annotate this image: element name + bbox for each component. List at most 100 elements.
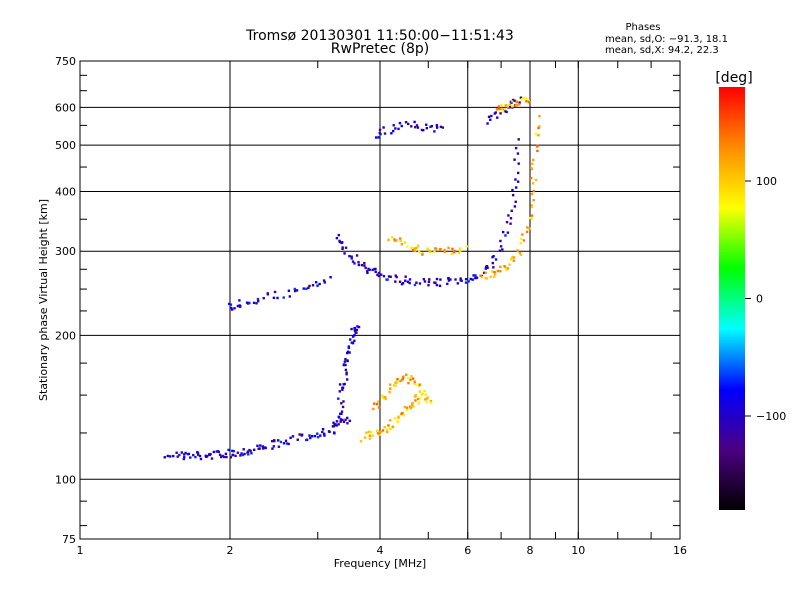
data-point — [414, 399, 417, 402]
data-point — [374, 270, 377, 274]
data-point — [435, 283, 439, 287]
data-point — [381, 396, 385, 400]
data-point — [333, 423, 337, 426]
data-point — [196, 453, 200, 456]
data-point — [398, 121, 402, 125]
data-point — [449, 278, 452, 281]
y-tick-label: 200 — [55, 329, 76, 342]
data-point — [194, 455, 197, 459]
data-point — [371, 434, 374, 437]
data-point — [518, 103, 521, 106]
data-point — [321, 428, 325, 431]
data-point — [279, 440, 283, 444]
data-point — [396, 420, 399, 423]
data-point — [246, 451, 249, 455]
data-point — [424, 393, 428, 396]
data-point — [258, 447, 261, 450]
data-point — [238, 305, 242, 309]
data-point — [367, 430, 371, 434]
data-point — [207, 453, 211, 456]
data-point — [166, 454, 169, 458]
data-point — [248, 301, 251, 305]
x-axis-label: Frequency [MHz] — [334, 557, 426, 570]
data-point — [530, 217, 533, 220]
chart-title: Tromsø 20130301 11:50:00−11:51:43 — [245, 28, 514, 44]
data-point — [388, 390, 391, 393]
data-point — [374, 136, 378, 139]
data-point — [340, 402, 343, 405]
data-point — [417, 400, 420, 404]
data-point — [311, 284, 315, 287]
data-point — [339, 420, 342, 423]
data-point — [233, 307, 236, 310]
x-tick-label: 8 — [527, 544, 534, 557]
data-point — [316, 284, 319, 287]
data-point — [337, 423, 340, 426]
data-point — [393, 417, 397, 420]
data-point — [514, 146, 518, 150]
data-point — [388, 419, 392, 422]
data-point — [277, 445, 281, 448]
data-point — [229, 456, 233, 459]
data-point — [514, 186, 518, 189]
data-point — [501, 110, 505, 113]
data-point — [289, 436, 292, 440]
data-point — [382, 126, 385, 129]
data-point — [423, 280, 427, 283]
data-point — [499, 245, 503, 248]
data-point — [484, 276, 487, 280]
data-point — [517, 162, 520, 165]
data-point — [479, 274, 482, 277]
data-point — [519, 242, 522, 245]
data-point — [285, 442, 289, 445]
data-point — [300, 433, 304, 436]
data-point — [464, 281, 468, 284]
data-point — [395, 239, 398, 242]
data-point — [368, 434, 372, 437]
data-point — [341, 388, 344, 391]
data-point — [499, 239, 502, 243]
data-point — [410, 125, 413, 128]
data-point — [378, 433, 381, 436]
data-point — [392, 129, 395, 133]
data-point — [271, 447, 274, 450]
data-point — [342, 420, 346, 424]
data-point — [270, 439, 274, 443]
data-point — [403, 405, 406, 409]
colorbar-tick-label: 0 — [756, 293, 763, 306]
data-point — [485, 264, 489, 268]
data-point — [489, 275, 492, 279]
data-point — [438, 284, 442, 288]
data-point — [316, 432, 319, 435]
data-point — [511, 193, 515, 197]
data-point — [321, 430, 324, 434]
data-point — [492, 255, 495, 258]
data-point — [495, 108, 499, 111]
data-point — [499, 112, 502, 115]
data-point — [308, 284, 311, 288]
data-point — [287, 289, 291, 292]
data-point — [377, 406, 381, 409]
data-point — [531, 182, 535, 185]
data-point — [505, 220, 509, 224]
data-point — [343, 363, 346, 366]
data-point — [391, 425, 395, 428]
data-point — [509, 222, 512, 225]
data-point — [532, 199, 535, 202]
data-point — [519, 96, 523, 99]
data-point — [486, 122, 489, 125]
y-tick-label: 400 — [55, 185, 76, 198]
data-point — [509, 258, 513, 261]
data-point — [385, 428, 389, 431]
data-point — [272, 296, 276, 300]
data-point — [346, 416, 349, 420]
data-point — [339, 418, 343, 421]
data-point — [376, 273, 379, 277]
data-point — [252, 301, 256, 305]
data-point — [435, 126, 439, 129]
data-point — [397, 416, 400, 419]
data-point — [252, 448, 256, 452]
data-point — [345, 351, 349, 355]
data-point — [404, 120, 408, 124]
data-point — [508, 106, 512, 109]
